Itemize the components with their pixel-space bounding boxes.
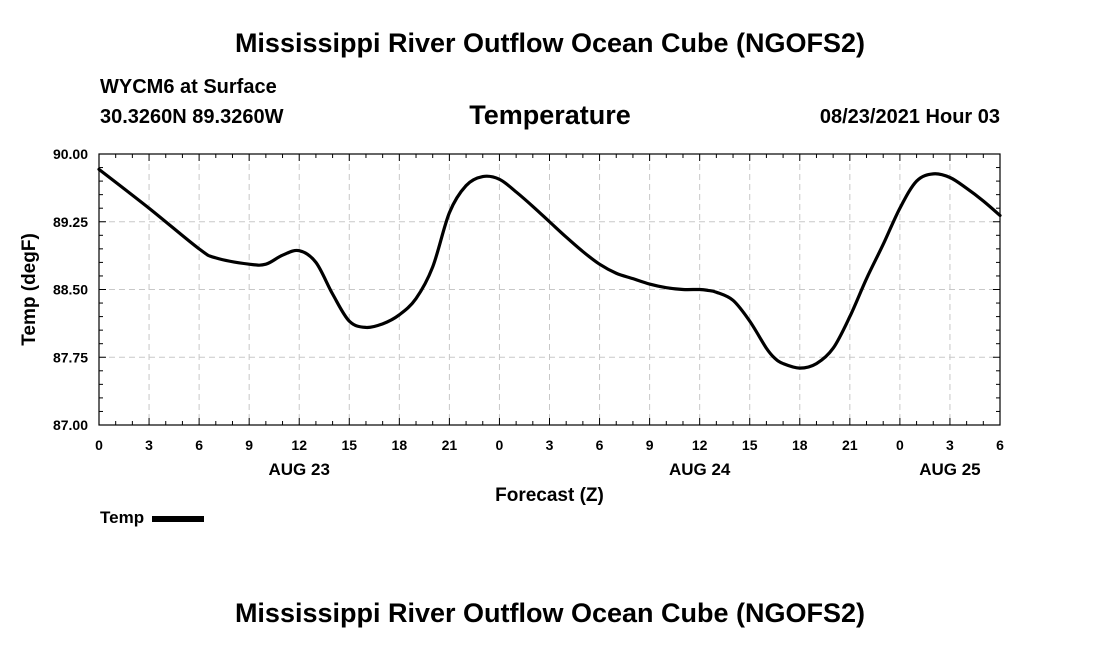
y-axis-label: Temp (degF) — [19, 233, 40, 346]
x-tick-label: 12 — [692, 437, 708, 453]
date-label: AUG 25 — [919, 460, 980, 479]
x-tick-label: 0 — [95, 437, 103, 453]
x-tick-label: 6 — [996, 437, 1004, 453]
station-label: WYCM6 at Surface — [100, 76, 277, 98]
x-tick-label: 12 — [291, 437, 307, 453]
x-tick-label: 3 — [946, 437, 954, 453]
forecast-datetime: 08/23/2021 Hour 03 — [819, 106, 1000, 128]
y-tick-label: 89.25 — [53, 214, 88, 230]
y-tick-label: 90.00 — [53, 146, 88, 162]
footer-title: Mississippi River Outflow Ocean Cube (NG… — [234, 598, 866, 628]
y-tick-label: 87.75 — [53, 349, 88, 365]
x-tick-label: 3 — [145, 437, 153, 453]
x-tick-label: 0 — [896, 437, 904, 453]
x-tick-label: 15 — [742, 437, 758, 453]
x-tick-label: 15 — [341, 437, 357, 453]
chart-title: Temperature — [469, 100, 631, 130]
date-label: AUG 23 — [269, 460, 330, 479]
legend-label: Temp — [100, 508, 145, 527]
x-tick-label: 3 — [546, 437, 554, 453]
x-tick-label: 0 — [496, 437, 504, 453]
page-title: Mississippi River Outflow Ocean Cube (NG… — [234, 28, 866, 58]
x-tick-label: 6 — [596, 437, 604, 453]
legend-swatch — [152, 516, 205, 522]
y-tick-label: 87.00 — [53, 417, 88, 433]
station-coordinates: 30.3260N 89.3260W — [100, 106, 284, 128]
series-line-temp — [97, 167, 1002, 370]
y-tick-label: 88.50 — [53, 282, 88, 298]
x-axis-label: Forecast (Z) — [495, 485, 604, 506]
legend: Temp — [100, 508, 205, 528]
x-tick-label: 21 — [842, 437, 858, 453]
x-tick-label: 9 — [646, 437, 654, 453]
x-tick-label: 9 — [245, 437, 253, 453]
x-tick-label: 18 — [392, 437, 408, 453]
x-tick-label: 18 — [792, 437, 808, 453]
date-label: AUG 24 — [669, 460, 731, 479]
x-tick-label: 21 — [442, 437, 458, 453]
x-tick-label: 6 — [195, 437, 203, 453]
